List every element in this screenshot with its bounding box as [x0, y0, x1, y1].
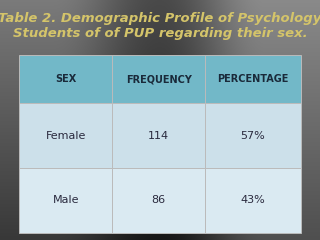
Text: 114: 114	[148, 131, 169, 141]
Text: SEX: SEX	[55, 74, 76, 84]
Bar	[205, 168, 301, 233]
Bar	[112, 103, 205, 168]
Bar	[205, 55, 301, 103]
Bar	[19, 55, 112, 103]
Bar	[112, 168, 205, 233]
Text: 43%: 43%	[241, 195, 265, 205]
Text: FREQUENCY: FREQUENCY	[126, 74, 192, 84]
Text: 86: 86	[152, 195, 166, 205]
Text: 57%: 57%	[241, 131, 265, 141]
Text: Table 2. Demographic Profile of Psychology
Students of of PUP regarding their se: Table 2. Demographic Profile of Psycholo…	[0, 12, 320, 40]
Text: Female: Female	[45, 131, 86, 141]
Bar	[19, 168, 112, 233]
Text: PERCENTAGE: PERCENTAGE	[217, 74, 289, 84]
Bar	[19, 103, 112, 168]
Text: Male: Male	[52, 195, 79, 205]
Bar	[205, 103, 301, 168]
Bar	[112, 55, 205, 103]
